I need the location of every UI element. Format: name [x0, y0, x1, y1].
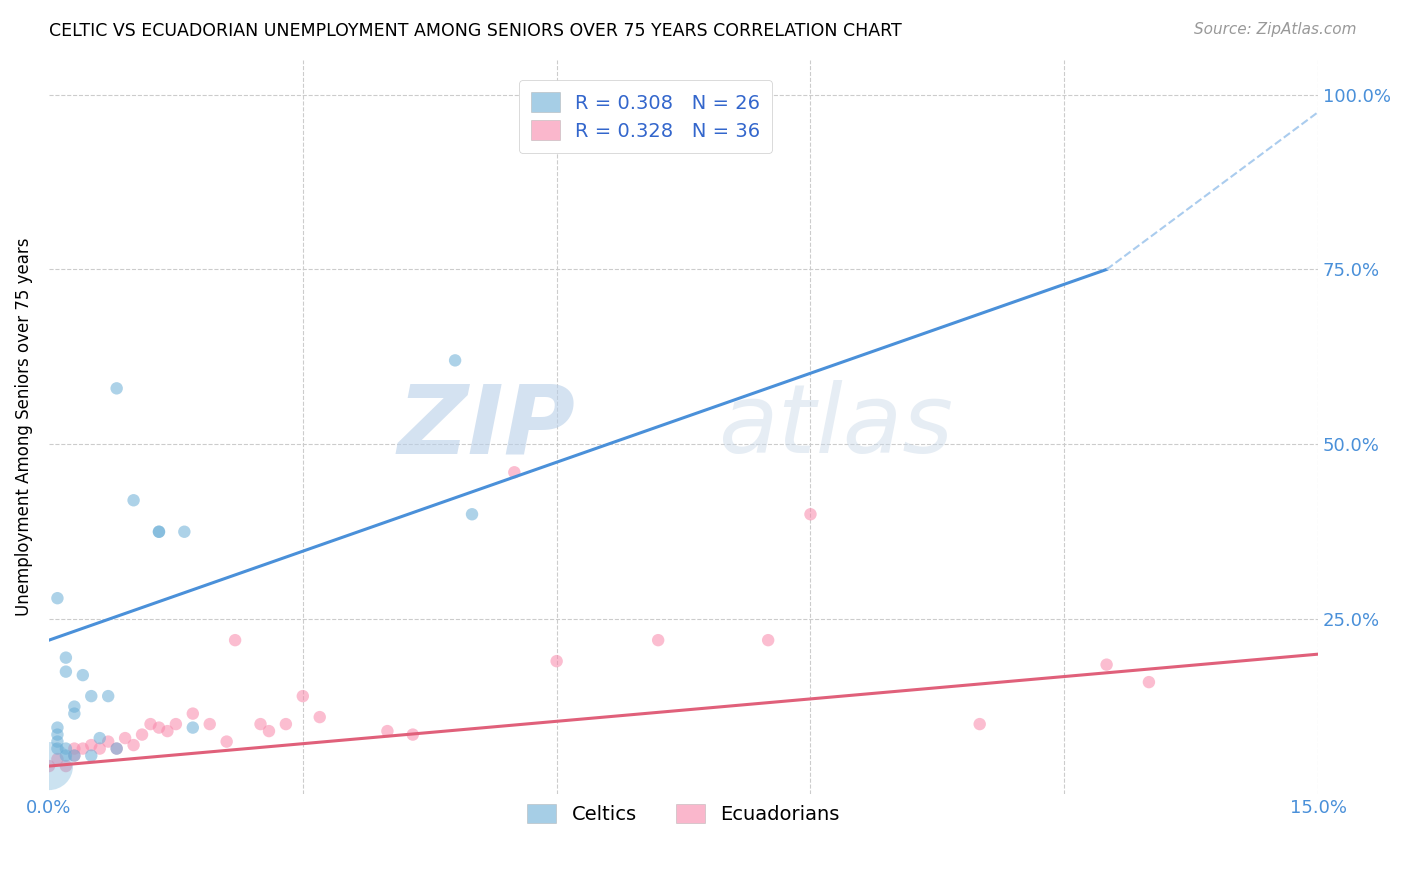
- Point: [38, 759, 60, 773]
- Point: [46, 734, 69, 748]
- Point: [46, 741, 69, 756]
- Point: [461, 508, 484, 522]
- Point: [55, 748, 77, 763]
- Point: [198, 717, 221, 731]
- Point: [148, 721, 170, 735]
- Point: [1095, 657, 1118, 672]
- Point: [80, 689, 103, 703]
- Point: [89, 741, 111, 756]
- Point: [503, 465, 526, 479]
- Point: [647, 633, 669, 648]
- Point: [156, 724, 179, 739]
- Point: [105, 741, 128, 756]
- Point: [63, 748, 86, 763]
- Point: [377, 724, 399, 739]
- Point: [72, 741, 94, 756]
- Point: [181, 706, 204, 721]
- Legend: Celtics, Ecuadorians: Celtics, Ecuadorians: [516, 792, 852, 836]
- Point: [291, 689, 314, 703]
- Point: [148, 524, 170, 539]
- Text: atlas: atlas: [718, 380, 953, 474]
- Point: [55, 741, 77, 756]
- Point: [799, 508, 821, 522]
- Point: [122, 493, 145, 508]
- Point: [274, 717, 297, 731]
- Point: [402, 728, 425, 742]
- Point: [46, 728, 69, 742]
- Text: CELTIC VS ECUADORIAN UNEMPLOYMENT AMONG SENIORS OVER 75 YEARS CORRELATION CHART: CELTIC VS ECUADORIAN UNEMPLOYMENT AMONG …: [49, 22, 903, 40]
- Point: [139, 717, 162, 731]
- Point: [97, 734, 120, 748]
- Point: [97, 689, 120, 703]
- Point: [148, 524, 170, 539]
- Point: [173, 524, 195, 539]
- Point: [215, 734, 238, 748]
- Point: [224, 633, 246, 648]
- Point: [969, 717, 991, 731]
- Point: [72, 668, 94, 682]
- Point: [63, 748, 86, 763]
- Point: [257, 724, 280, 739]
- Point: [46, 721, 69, 735]
- Point: [131, 728, 153, 742]
- Point: [63, 741, 86, 756]
- Point: [80, 738, 103, 752]
- Point: [89, 731, 111, 745]
- Point: [308, 710, 330, 724]
- Point: [165, 717, 187, 731]
- Text: Source: ZipAtlas.com: Source: ZipAtlas.com: [1194, 22, 1357, 37]
- Point: [105, 741, 128, 756]
- Point: [181, 721, 204, 735]
- Point: [546, 654, 568, 668]
- Point: [55, 759, 77, 773]
- Point: [756, 633, 779, 648]
- Y-axis label: Unemployment Among Seniors over 75 years: Unemployment Among Seniors over 75 years: [15, 237, 32, 616]
- Point: [444, 353, 467, 368]
- Point: [46, 591, 69, 606]
- Point: [249, 717, 271, 731]
- Point: [63, 706, 86, 721]
- Point: [55, 650, 77, 665]
- Point: [114, 731, 136, 745]
- Point: [122, 738, 145, 752]
- Point: [38, 759, 60, 773]
- Point: [46, 752, 69, 766]
- Text: ZIP: ZIP: [398, 380, 575, 474]
- Point: [1137, 675, 1160, 690]
- Point: [55, 665, 77, 679]
- Point: [80, 748, 103, 763]
- Point: [63, 699, 86, 714]
- Point: [105, 381, 128, 395]
